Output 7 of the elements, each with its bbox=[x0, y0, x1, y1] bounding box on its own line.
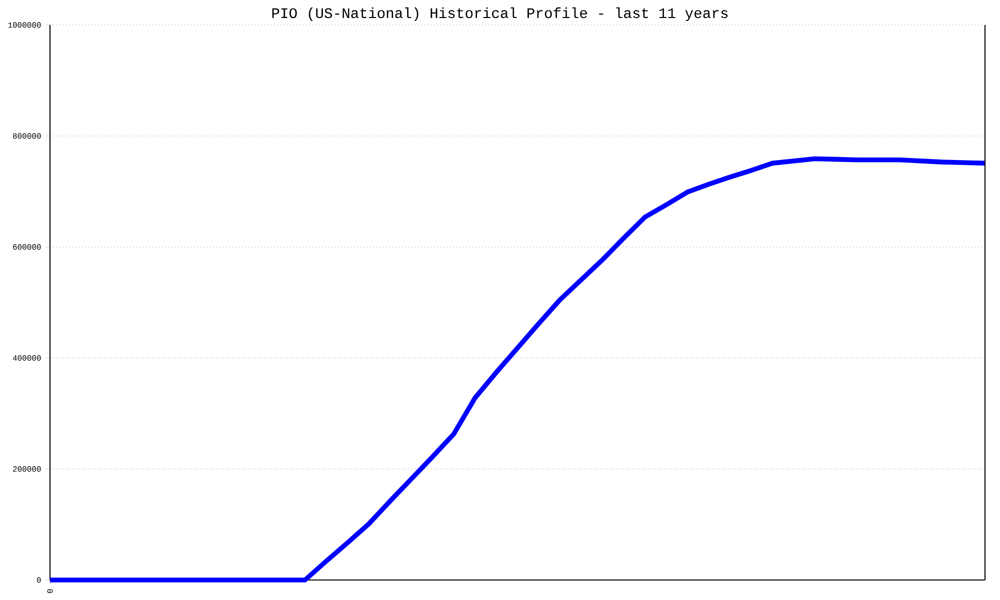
y-tick-label: 600000 bbox=[13, 244, 41, 250]
y-tick-label: 0 bbox=[36, 577, 41, 583]
y-tick-label: 200000 bbox=[13, 466, 41, 472]
y-tick-label: 1000000 bbox=[8, 22, 41, 28]
chart-title: PIO (US-National) Historical Profile - last 11 years bbox=[272, 7, 728, 22]
y-tick-label: 400000 bbox=[12, 355, 41, 361]
y-tick-label: 800000 bbox=[13, 133, 41, 139]
